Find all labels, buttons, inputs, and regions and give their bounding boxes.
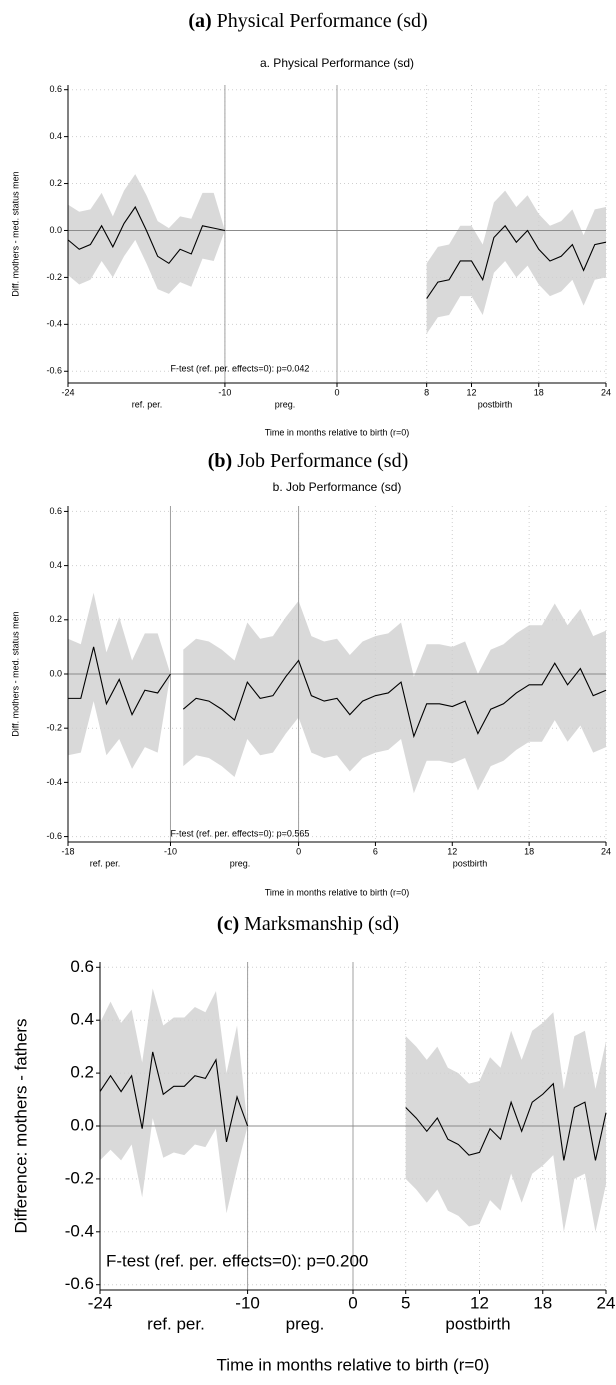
x-tick-label: -18 — [61, 846, 74, 856]
x-tick-label: 24 — [597, 1293, 616, 1312]
period-label: postbirth — [453, 858, 488, 868]
estimate-line — [182, 659, 607, 739]
y-tick-label: -0.2 — [46, 272, 62, 282]
estimate-line — [99, 1051, 249, 1142]
caption-label: (a) — [188, 10, 211, 32]
period-label: ref. per. — [90, 858, 121, 868]
confidence-band — [68, 174, 225, 294]
y-tick-label: -0.4 — [46, 319, 62, 329]
estimate-line — [426, 224, 607, 299]
x-axis-label: Time in months relative to birth (r=0) — [265, 887, 409, 897]
y-axis-label: Diff. mothers - med. status men — [10, 611, 20, 736]
y-tick-label: -0.4 — [46, 777, 62, 787]
caption: (a) Physical Performance (sd) — [188, 10, 427, 32]
x-tick-label: 12 — [470, 1293, 489, 1312]
period-label: ref. per. — [147, 1314, 205, 1333]
x-tick-label: -10 — [164, 846, 177, 856]
x-axis-label: Time in months relative to birth (r=0) — [217, 1355, 490, 1374]
y-tick-label: 0.4 — [49, 131, 62, 141]
y-tick-label: -0.4 — [65, 1221, 94, 1240]
y-tick-label: 0.6 — [70, 957, 94, 976]
period-label: ref. per. — [132, 399, 163, 409]
caption-text: Job Performance (sd) — [237, 450, 408, 472]
chart-title: a. Physical Performance (sd) — [260, 56, 414, 70]
y-tick-label: 0.0 — [49, 225, 62, 235]
confidence-band — [100, 988, 248, 1214]
period-label: preg. — [275, 399, 296, 409]
x-tick-label: 0 — [348, 1293, 357, 1312]
annotation: F-test (ref. per. effects=0): p=0.200 — [106, 1251, 368, 1270]
y-tick-label: -0.6 — [46, 831, 62, 841]
x-tick-label: 18 — [534, 387, 544, 397]
x-tick-label: 8 — [424, 387, 429, 397]
caption: (b) Job Performance (sd) — [208, 450, 409, 472]
x-tick-label: 12 — [447, 846, 457, 856]
estimate-line — [405, 1082, 607, 1161]
period-label: postbirth — [445, 1314, 510, 1333]
y-axis-label: Difference: mothers - fathers — [11, 1018, 30, 1233]
x-tick-label: -10 — [218, 387, 231, 397]
x-tick-label: 0 — [296, 846, 301, 856]
y-tick-label: 0.6 — [49, 506, 62, 516]
confidence-band — [183, 600, 607, 794]
y-tick-label: -0.2 — [65, 1168, 94, 1187]
period-label: preg. — [230, 858, 251, 868]
x-tick-label: -24 — [61, 387, 74, 397]
x-tick-label: -10 — [235, 1293, 260, 1312]
y-tick-label: 0.4 — [49, 560, 62, 570]
y-tick-label: -0.6 — [65, 1274, 94, 1293]
period-label: preg. — [286, 1314, 325, 1333]
estimate-line — [68, 646, 171, 717]
x-tick-label: 12 — [466, 387, 476, 397]
caption-label: (c) — [217, 913, 239, 935]
estimate-line — [67, 205, 226, 265]
y-tick-label: 0.6 — [49, 84, 62, 94]
caption-label: (b) — [208, 450, 232, 472]
x-tick-label: 18 — [524, 846, 534, 856]
annotation: F-test (ref. per. effects=0): p=0.042 — [171, 363, 310, 373]
y-tick-label: 0.0 — [70, 1115, 94, 1134]
chart-title: b. Job Performance (sd) — [273, 480, 402, 494]
y-tick-label: -0.2 — [46, 723, 62, 733]
confidence-band — [426, 190, 606, 334]
caption-text: Marksmanship (sd) — [244, 913, 399, 935]
x-tick-label: 0 — [334, 387, 339, 397]
caption-text: Physical Performance (sd) — [217, 10, 428, 32]
x-axis-label: Time in months relative to birth (r=0) — [265, 427, 409, 437]
y-tick-label: 0.2 — [49, 178, 62, 188]
x-tick-label: 18 — [533, 1293, 552, 1312]
y-tick-label: -0.6 — [46, 366, 62, 376]
x-tick-label: 5 — [401, 1293, 410, 1312]
period-label: postbirth — [478, 399, 513, 409]
annotation: F-test (ref. per. effects=0): p=0.565 — [171, 828, 310, 838]
y-tick-label: 0.4 — [70, 1010, 94, 1029]
y-axis-label: Diff. mothers - med. status men — [10, 171, 20, 296]
y-tick-label: 0.0 — [49, 668, 62, 678]
x-tick-label: 24 — [601, 846, 611, 856]
x-tick-label: -24 — [88, 1293, 113, 1312]
y-tick-label: 0.2 — [70, 1063, 94, 1082]
y-tick-label: 0.2 — [49, 614, 62, 624]
caption: (c) Marksmanship (sd) — [217, 913, 399, 935]
x-tick-label: 24 — [601, 387, 611, 397]
x-tick-label: 6 — [373, 846, 378, 856]
